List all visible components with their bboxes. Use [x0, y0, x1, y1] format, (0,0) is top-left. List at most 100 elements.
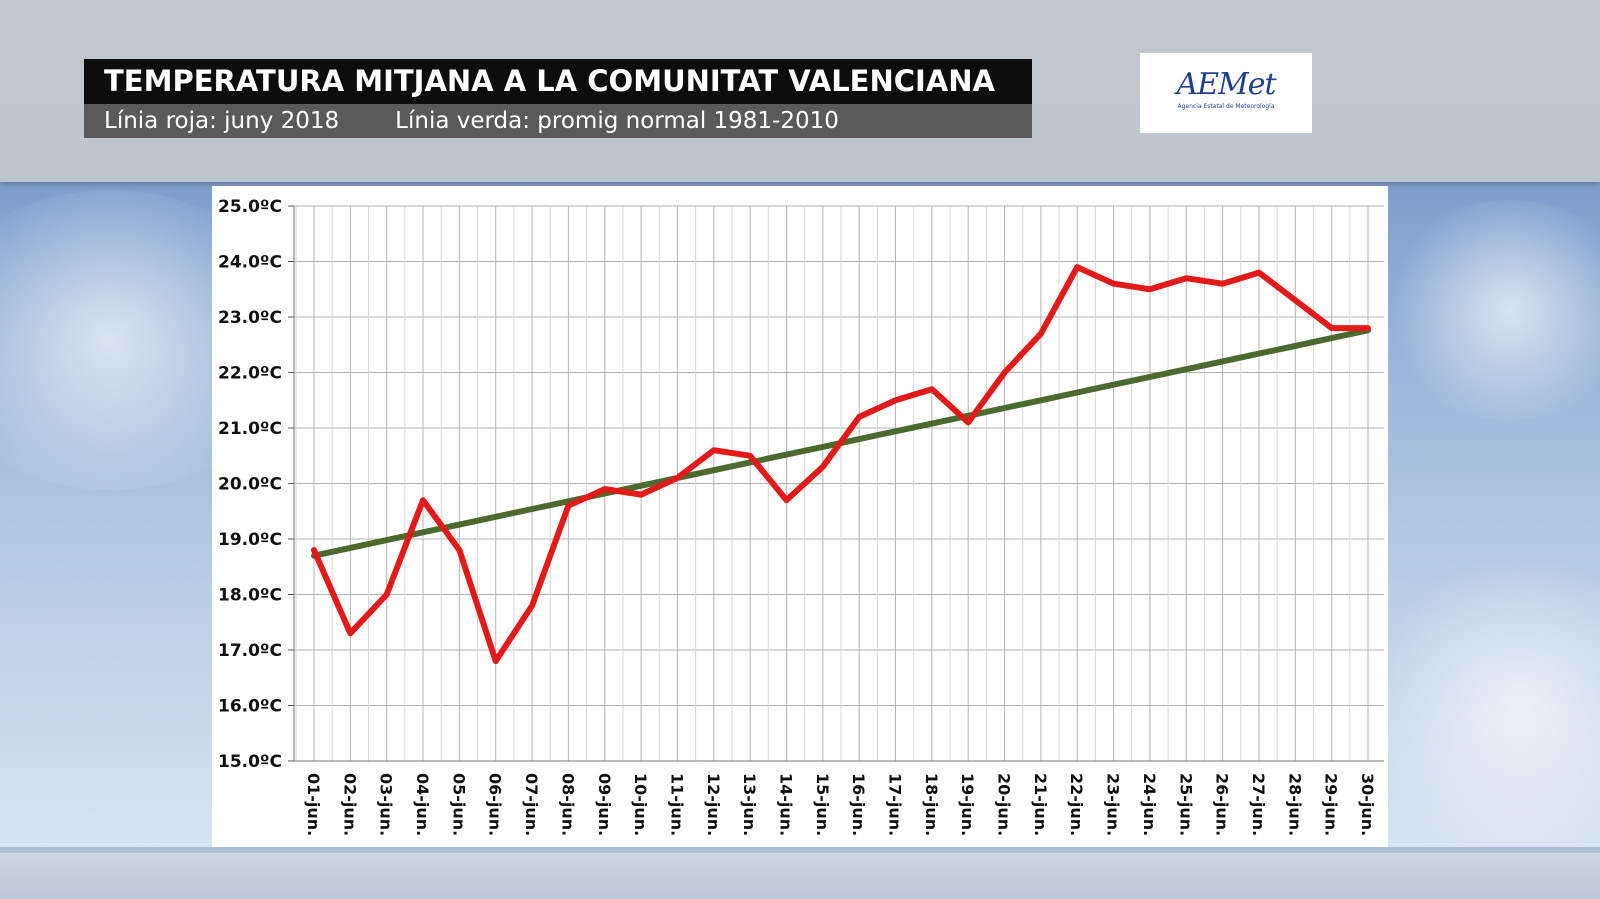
- x-tick-label: 22-jun.: [1067, 773, 1086, 836]
- data-point-normal: [385, 538, 389, 542]
- data-point-normal: [1330, 336, 1334, 340]
- data-point-actual: [1003, 371, 1007, 374]
- data-point-actual: [457, 548, 461, 552]
- data-point-actual: [894, 398, 898, 402]
- data-point-actual: [1075, 265, 1079, 269]
- x-tick-label: 10-jun.: [631, 773, 650, 836]
- logo-subtext: Agencia Estatal de Meteorología: [1177, 103, 1275, 110]
- data-point-normal: [1075, 390, 1079, 394]
- x-tick-label: 16-jun.: [849, 773, 868, 836]
- x-tick-label: 13-jun.: [740, 773, 759, 836]
- x-tick-label: 07-jun.: [522, 773, 541, 836]
- legend-red-line: Línia roja: juny 2018: [104, 108, 340, 134]
- data-point-actual: [494, 659, 498, 663]
- x-tick-label: 12-jun.: [704, 773, 723, 836]
- data-point-actual: [784, 498, 788, 502]
- data-point-normal: [784, 453, 788, 457]
- chart-subtitle: Línia roja: juny 2018 Línia verda: promig…: [84, 104, 1032, 138]
- x-tick-label: 15-jun.: [813, 773, 832, 836]
- data-point-normal: [857, 437, 861, 441]
- y-tick-label: 25.0ºC: [218, 197, 282, 217]
- data-point-normal: [894, 429, 898, 433]
- data-point-actual: [966, 420, 970, 424]
- data-point-actual: [1184, 276, 1188, 280]
- data-point-normal: [930, 422, 934, 426]
- data-point-actual: [312, 548, 316, 552]
- y-tick-label: 20.0ºC: [218, 475, 282, 495]
- data-point-normal: [1148, 375, 1152, 379]
- x-tick-label: 28-jun.: [1285, 773, 1304, 836]
- data-point-normal: [421, 530, 425, 534]
- data-point-actual: [348, 631, 352, 635]
- x-tick-label: 09-jun.: [595, 773, 614, 836]
- data-point-actual: [385, 593, 389, 596]
- data-point-actual: [639, 493, 643, 497]
- data-point-actual: [1330, 326, 1334, 330]
- x-tick-label: 25-jun.: [1176, 773, 1195, 836]
- data-point-normal: [1003, 406, 1007, 410]
- y-tick-label: 17.0ºC: [218, 641, 282, 661]
- x-tick-label: 19-jun.: [958, 773, 977, 836]
- data-point-actual: [421, 498, 425, 502]
- x-tick-label: 14-jun.: [776, 773, 795, 836]
- data-point-actual: [1293, 298, 1297, 302]
- x-tick-label: 17-jun.: [886, 773, 905, 836]
- data-point-normal: [1112, 383, 1116, 387]
- x-tick-label: 24-jun.: [1140, 773, 1159, 836]
- chart-panel: 15.0ºC 16.0ºC 17.0ºC 18.0ºC 19.0ºC 20.0ºC 21.0…: [212, 186, 1388, 854]
- x-tick-label: 05-jun.: [449, 773, 468, 836]
- y-tick-label: 15.0ºC: [218, 752, 282, 772]
- aemet-logo: AEMet Agencia Estatal de Meteorología: [1140, 53, 1312, 133]
- data-point-actual: [857, 415, 861, 419]
- y-tick-label: 21.0ºC: [218, 419, 282, 439]
- data-point-actual: [1366, 326, 1370, 330]
- data-point-actual: [1148, 287, 1152, 291]
- line-chart: 15.0ºC 16.0ºC 17.0ºC 18.0ºC 19.0ºC 20.0ºC 21.0…: [218, 197, 1384, 836]
- data-point-normal: [566, 499, 570, 503]
- chart-title: TEMPERATURA MITJANA A LA COMUNITAT VALEN…: [84, 59, 1032, 104]
- x-tick-label: 21-jun.: [1031, 773, 1050, 836]
- data-point-normal: [457, 523, 461, 527]
- data-point-actual: [821, 465, 825, 469]
- data-point-actual: [530, 604, 534, 608]
- data-point-normal: [1257, 352, 1261, 356]
- data-point-actual: [566, 504, 570, 508]
- data-point-normal: [1039, 398, 1043, 402]
- data-point-normal: [821, 445, 825, 449]
- data-point-normal: [1221, 359, 1225, 363]
- data-point-actual: [603, 487, 607, 491]
- data-point-normal: [748, 460, 752, 464]
- logo-text: AEMet: [1176, 67, 1276, 102]
- x-tick-label: 27-jun.: [1249, 773, 1268, 836]
- y-tick-label: 23.0ºC: [218, 308, 282, 328]
- data-point-normal: [639, 484, 643, 488]
- x-tick-label: 26-jun.: [1213, 773, 1232, 836]
- data-point-actual: [1221, 282, 1225, 286]
- x-tick-label: 04-jun.: [413, 773, 432, 836]
- x-tick-label: 08-jun.: [558, 773, 577, 836]
- x-tick-label: 20-jun.: [995, 773, 1014, 836]
- data-point-normal: [494, 515, 498, 519]
- x-tick-label: 06-jun.: [486, 773, 505, 836]
- data-point-actual: [675, 476, 679, 480]
- x-tick-label: 30-jun.: [1358, 773, 1377, 836]
- x-tick-label: 18-jun.: [922, 773, 941, 836]
- data-point-actual: [930, 387, 934, 391]
- x-tick-label: 01-jun.: [304, 773, 323, 836]
- data-point-normal: [348, 546, 352, 550]
- data-point-actual: [748, 454, 752, 458]
- y-tick-label: 16.0ºC: [218, 697, 282, 717]
- footer-band: [0, 847, 1600, 899]
- legend-green-line: Línia verda: promig normal 1981-2010: [395, 108, 839, 134]
- x-tick-label: 29-jun.: [1322, 773, 1341, 836]
- y-tick-label: 18.0ºC: [218, 586, 282, 606]
- x-tick-label: 03-jun.: [377, 773, 396, 836]
- data-point-normal: [530, 507, 534, 511]
- data-point-actual: [712, 448, 716, 452]
- data-point-normal: [712, 468, 716, 472]
- y-tick-label: 22.0ºC: [218, 364, 282, 384]
- data-point-actual: [1257, 271, 1261, 275]
- data-point-actual: [1039, 332, 1043, 336]
- data-point-normal: [1293, 344, 1297, 348]
- series-line-actual: [311, 264, 1371, 665]
